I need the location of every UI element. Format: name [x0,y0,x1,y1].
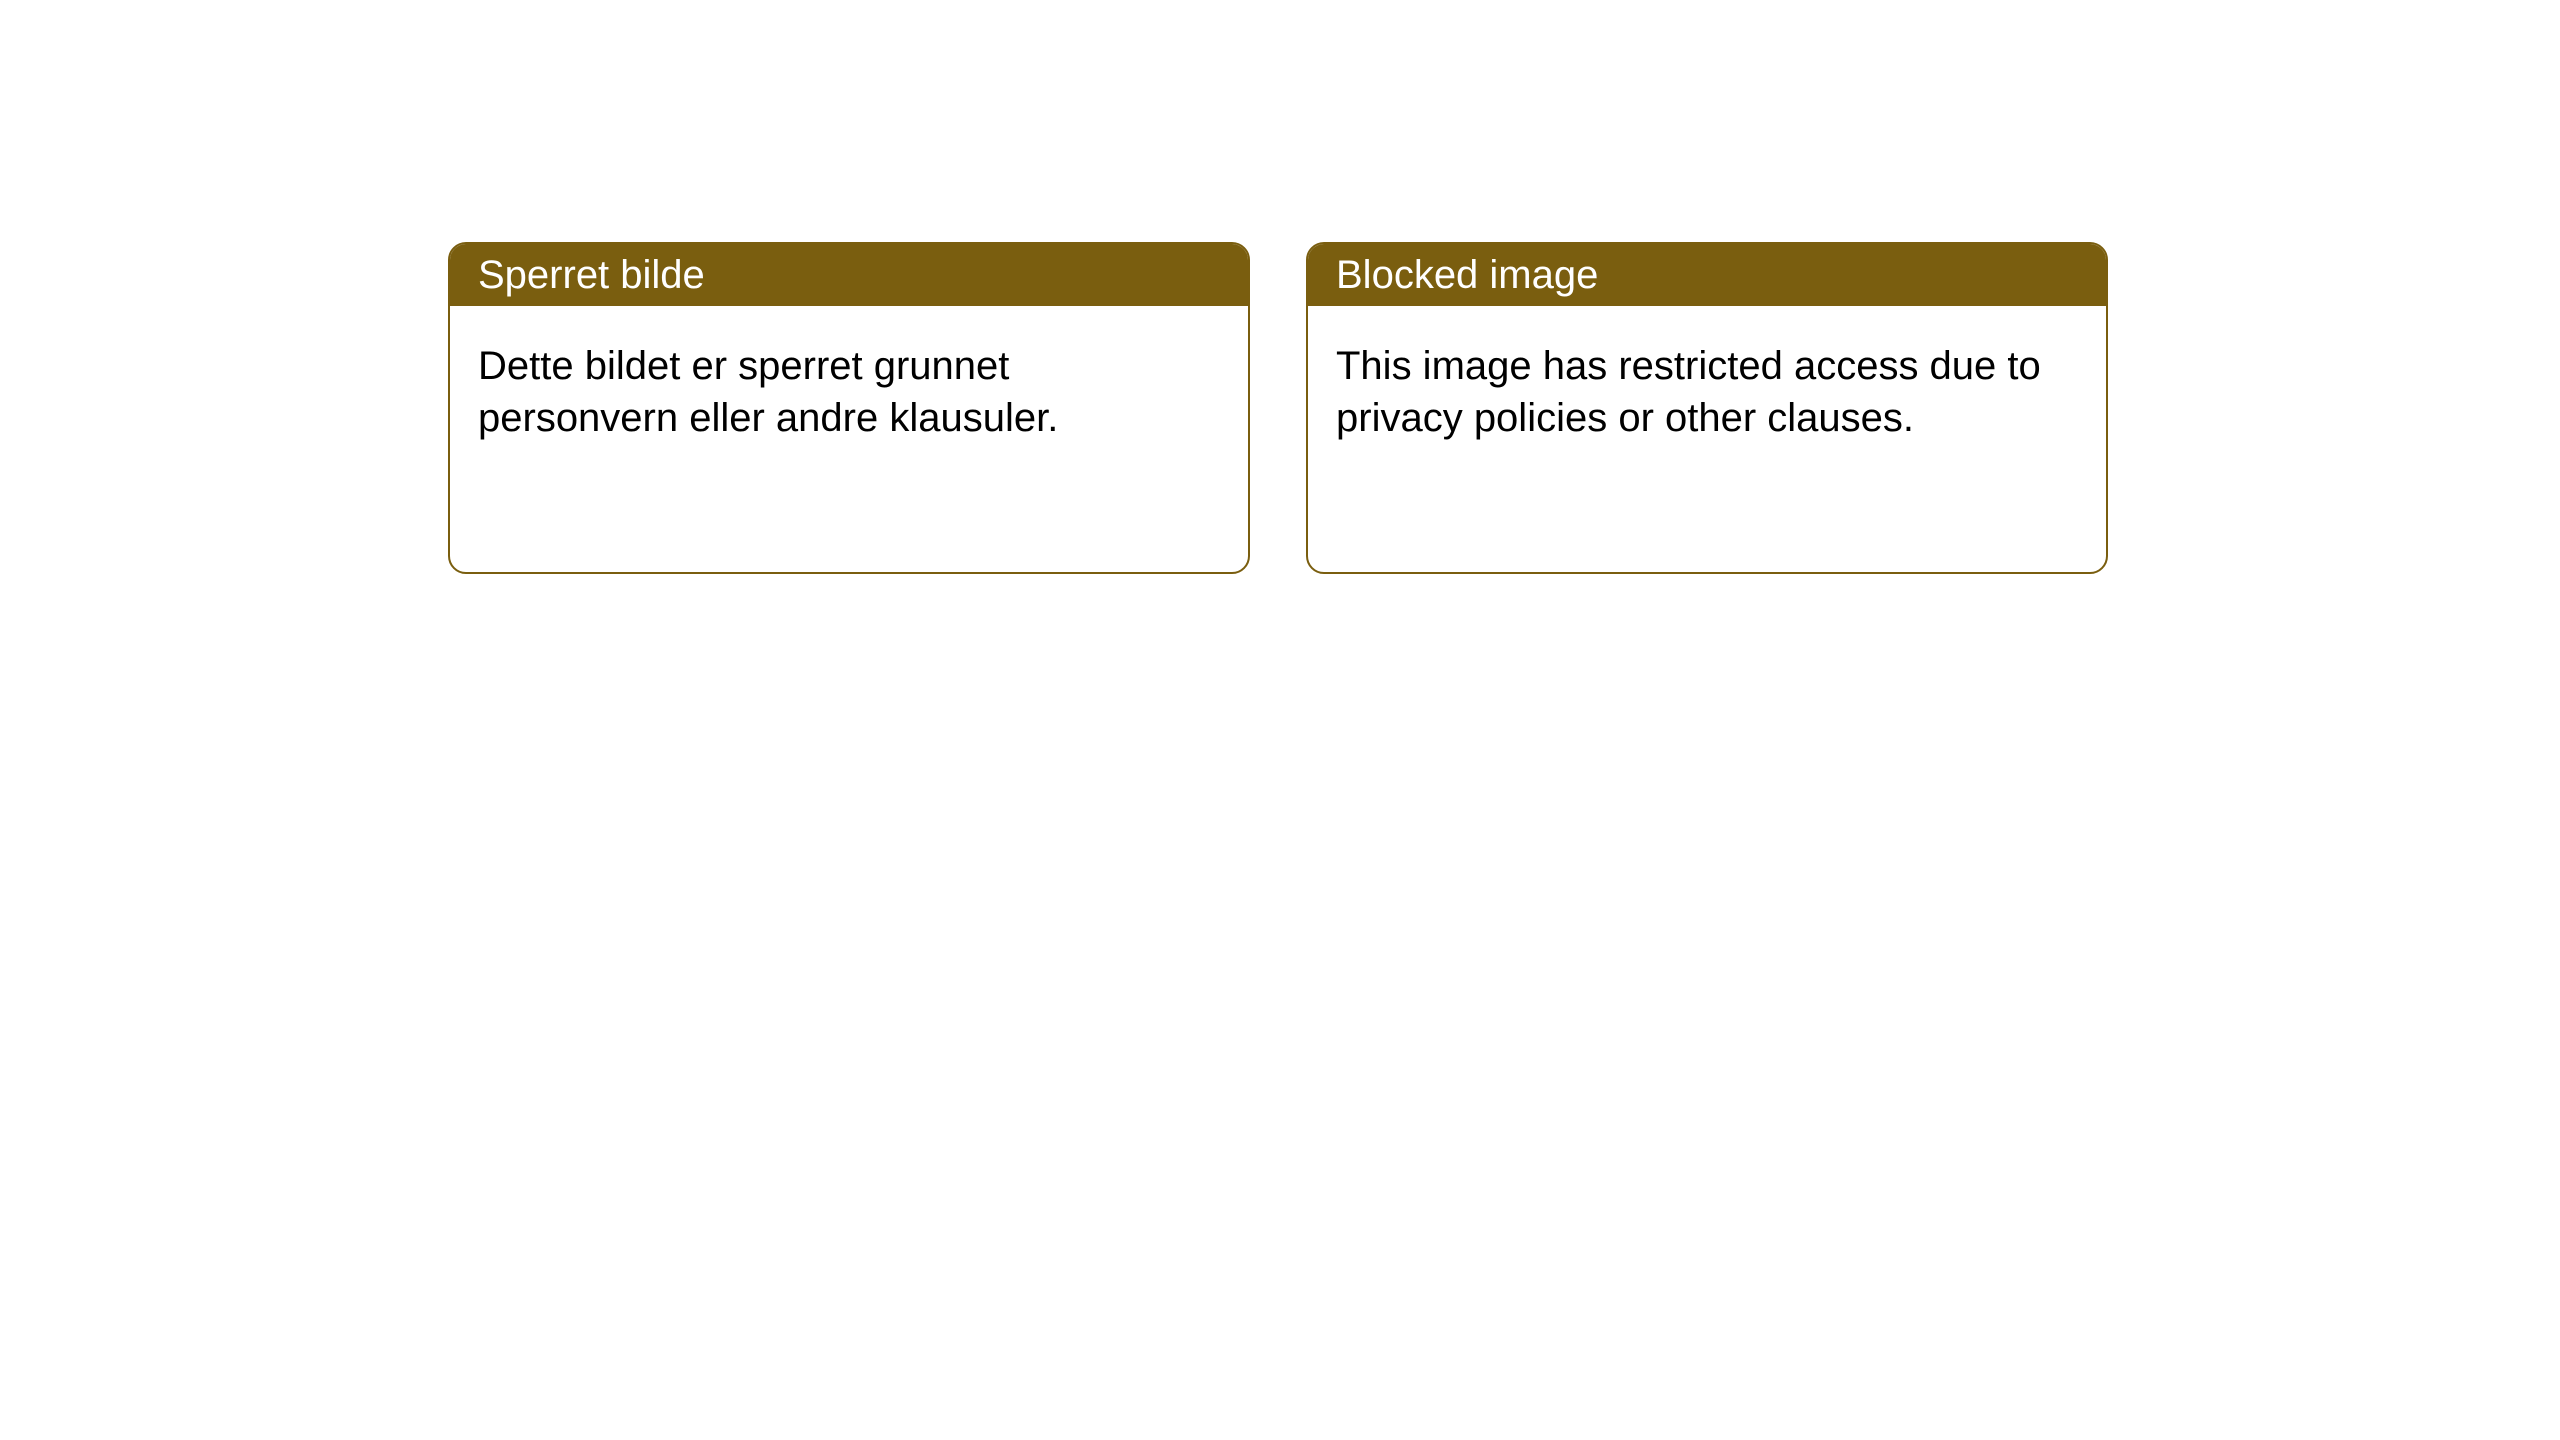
card-body-norwegian: Dette bildet er sperret grunnet personve… [450,306,1248,478]
card-text-norwegian: Dette bildet er sperret grunnet personve… [478,344,1058,440]
notice-container: Sperret bilde Dette bildet er sperret gr… [0,0,2560,574]
card-header-english: Blocked image [1308,244,2106,306]
card-title-english: Blocked image [1336,253,1598,298]
card-title-norwegian: Sperret bilde [478,253,705,298]
card-text-english: This image has restricted access due to … [1336,344,2041,440]
notice-card-english: Blocked image This image has restricted … [1306,242,2108,574]
card-body-english: This image has restricted access due to … [1308,306,2106,478]
card-header-norwegian: Sperret bilde [450,244,1248,306]
notice-card-norwegian: Sperret bilde Dette bildet er sperret gr… [448,242,1250,574]
